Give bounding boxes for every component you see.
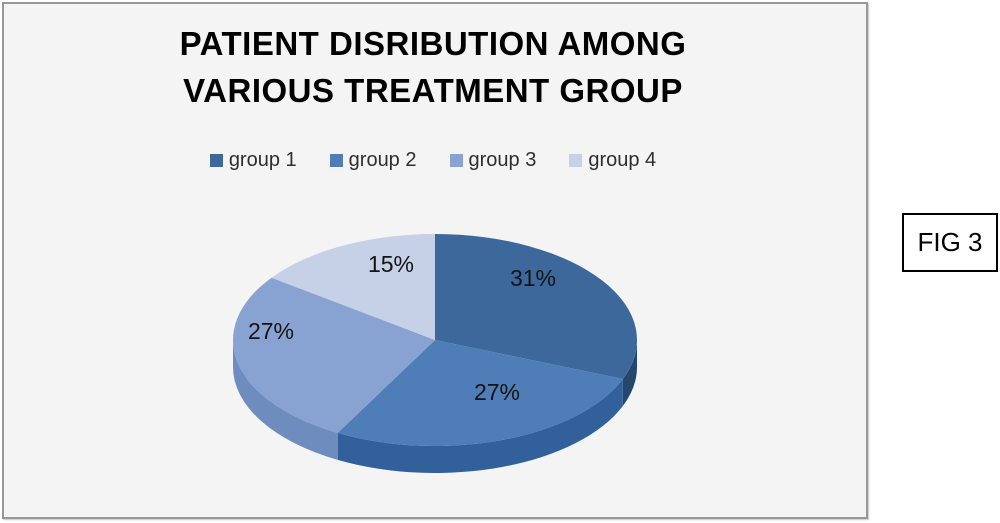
pie-slice-4 bbox=[271, 234, 435, 340]
chart-title: PATIENT DISRIBUTION AMONG VARIOUS TREATM… bbox=[0, 20, 866, 114]
legend-swatch-group-1 bbox=[209, 154, 223, 167]
legend-swatch-group-4 bbox=[569, 154, 583, 167]
pie-data-label: 15% bbox=[368, 251, 414, 277]
legend-label-group-4: group 4 bbox=[588, 149, 657, 171]
figure-label: FIG 3 bbox=[917, 227, 983, 257]
legend-item-group-3: group 3 bbox=[449, 149, 537, 172]
legend-label-group-2: group 2 bbox=[348, 149, 417, 171]
legend-swatch-group-2 bbox=[329, 154, 343, 167]
pie-wall-3 bbox=[233, 340, 338, 460]
figure-label-box: FIG 3 bbox=[902, 213, 998, 272]
pie-wall-2 bbox=[337, 379, 623, 474]
chart-legend: group 1 group 2 group 3 group 4 bbox=[0, 149, 866, 172]
legend-item-group-4: group 4 bbox=[569, 149, 656, 172]
pie-slice-2 bbox=[337, 340, 623, 446]
chart-title-line-2: VARIOUS TREATMENT GROUP bbox=[183, 72, 683, 109]
legend-item-group-2: group 2 bbox=[329, 149, 417, 172]
chart-title-line-1: PATIENT DISRIBUTION AMONG bbox=[179, 25, 687, 62]
pie-slice-3 bbox=[232, 277, 435, 433]
legend-label-group-1: group 1 bbox=[228, 149, 297, 171]
pie-data-label: 27% bbox=[248, 318, 294, 344]
pie-data-label: 31% bbox=[510, 265, 556, 291]
pie-slice-1 bbox=[435, 234, 638, 380]
pie-wall-1 bbox=[622, 340, 637, 407]
legend-item-group-1: group 1 bbox=[209, 149, 297, 172]
pie-data-label: 27% bbox=[474, 379, 520, 405]
legend-label-group-3: group 3 bbox=[468, 149, 537, 171]
legend-swatch-group-3 bbox=[449, 154, 463, 167]
